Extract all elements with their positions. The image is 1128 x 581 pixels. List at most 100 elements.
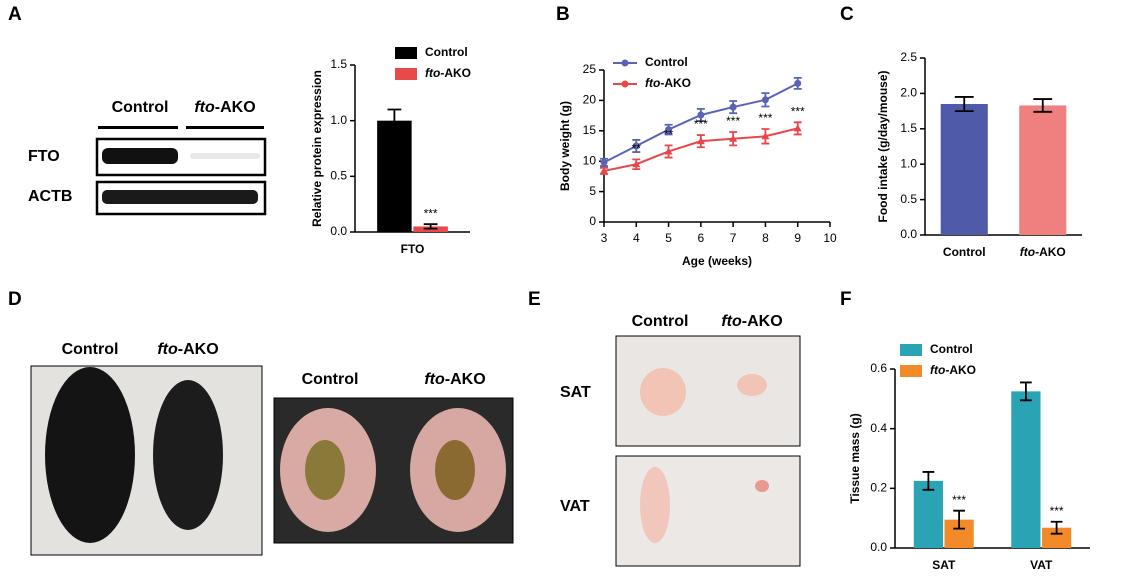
significance: *** xyxy=(694,117,708,131)
x-tick-label: 3 xyxy=(601,231,608,245)
panel-label: C xyxy=(840,4,854,25)
y-axis-label: Relative protein expression xyxy=(310,70,324,227)
marker xyxy=(632,142,640,150)
photo-organ xyxy=(435,440,475,500)
marker xyxy=(793,124,802,132)
legend-marker xyxy=(621,80,629,88)
y-tick-label: 25 xyxy=(583,62,597,76)
x-tick-label: VAT xyxy=(1030,558,1053,572)
y-tick-label: 2.5 xyxy=(900,50,917,64)
photo-label: SAT xyxy=(560,384,591,401)
bar xyxy=(940,104,988,236)
y-tick-label: 2.0 xyxy=(900,86,917,100)
panel-label: F xyxy=(840,289,852,310)
error-bar xyxy=(953,509,965,530)
y-tick-label: 0.5 xyxy=(330,169,347,183)
legend-marker xyxy=(621,59,629,67)
photo-organ xyxy=(305,440,345,500)
significance: *** xyxy=(1050,504,1064,518)
x-tick-label: 8 xyxy=(762,231,769,245)
bar xyxy=(1011,391,1041,548)
error-bar xyxy=(1050,520,1063,535)
photo-tissue xyxy=(737,374,767,396)
marker xyxy=(696,137,705,145)
significance: ** xyxy=(632,142,642,156)
marker xyxy=(664,147,673,155)
x-tick-label: 7 xyxy=(730,231,737,245)
bar xyxy=(377,120,412,232)
x-tick-label: 10 xyxy=(823,231,837,245)
marker xyxy=(632,160,641,168)
marker xyxy=(697,111,705,119)
error-bar xyxy=(387,108,402,133)
marker xyxy=(729,103,737,111)
y-tick-label: 0.5 xyxy=(900,192,917,206)
significance: *** xyxy=(791,104,805,118)
y-tick-label: 0.6 xyxy=(870,361,887,375)
y-tick-label: 20 xyxy=(583,93,597,107)
panel-label: A xyxy=(8,4,22,25)
error-bar xyxy=(1033,98,1053,113)
panel-label: E xyxy=(528,289,541,310)
photo-tissue xyxy=(755,480,769,492)
error-bar xyxy=(423,223,438,230)
x-tick-label: FTO xyxy=(401,242,425,256)
photo-mouse xyxy=(153,380,223,530)
blot-band xyxy=(102,148,178,164)
legend-label: fto-AKO xyxy=(645,76,691,90)
y-tick-label: 0.0 xyxy=(900,227,917,241)
x-tick-label: 6 xyxy=(698,231,705,245)
y-axis-label: Food intake (g/day/mouse) xyxy=(876,70,890,222)
significance: *** xyxy=(424,206,438,220)
x-tick-label: SAT xyxy=(932,558,956,572)
legend-label: fto-AKO xyxy=(425,66,471,80)
y-tick-label: 5 xyxy=(589,184,596,198)
lane-bar xyxy=(98,126,178,129)
blot-lane: Control xyxy=(112,99,169,116)
legend-swatch xyxy=(395,47,417,59)
y-tick-label: 0.0 xyxy=(330,224,347,238)
significance: *** xyxy=(726,114,740,128)
significance: ** xyxy=(664,128,674,142)
legend-label: fto-AKO xyxy=(930,363,976,377)
blot-lane: fto-AKO xyxy=(194,99,255,116)
photo-label: Control xyxy=(62,341,119,358)
photo-label: Control xyxy=(632,313,689,330)
legend-label: Control xyxy=(645,55,688,69)
marker xyxy=(665,126,673,134)
x-axis-label: Age (weeks) xyxy=(682,254,752,268)
y-tick-label: 1.5 xyxy=(330,57,347,71)
y-tick-label: 1.5 xyxy=(900,121,917,135)
bar xyxy=(1041,527,1072,548)
x-tick-label: 4 xyxy=(633,231,640,245)
marker xyxy=(761,132,770,140)
legend-swatch xyxy=(900,344,922,356)
photo-label: fto-AKO xyxy=(157,341,218,358)
y-tick-label: 0 xyxy=(589,214,596,228)
blot-band xyxy=(190,153,260,159)
y-tick-label: 0.0 xyxy=(870,540,887,554)
y-axis-label: Tissue mass (g) xyxy=(848,413,862,503)
y-tick-label: 1.0 xyxy=(900,156,917,170)
legend-label: Control xyxy=(425,45,468,59)
blot-row: ACTB xyxy=(28,188,72,205)
bar xyxy=(1019,105,1067,235)
photo-tissue xyxy=(640,467,670,543)
marker xyxy=(729,134,738,142)
photo-label: fto-AKO xyxy=(424,371,485,388)
x-tick-label: Control xyxy=(943,245,986,259)
photo-label: Control xyxy=(302,371,359,388)
legend-label: Control xyxy=(930,342,973,356)
photo-label: VAT xyxy=(560,498,590,515)
y-tick-label: 15 xyxy=(583,123,597,137)
panel-label: B xyxy=(556,4,570,25)
photo-tissue xyxy=(640,368,686,416)
x-tick-label: fto-AKO xyxy=(1020,245,1066,259)
lane-bar xyxy=(186,126,264,129)
legend-swatch xyxy=(395,68,417,80)
blot-row: FTO xyxy=(28,148,60,165)
panel-label: D xyxy=(8,289,22,310)
legend-swatch xyxy=(900,365,922,377)
y-tick-label: 1.0 xyxy=(330,113,347,127)
